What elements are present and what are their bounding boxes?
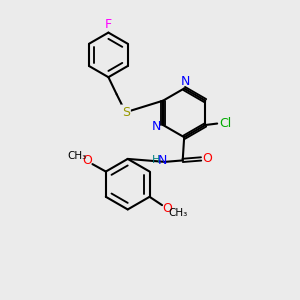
Text: Cl: Cl <box>219 117 232 130</box>
Text: N: N <box>152 120 161 133</box>
Text: O: O <box>203 152 213 165</box>
Text: S: S <box>122 106 130 119</box>
Text: N: N <box>181 75 190 88</box>
Text: O: O <box>82 154 92 167</box>
Text: H: H <box>152 155 160 165</box>
Text: O: O <box>163 202 172 215</box>
Text: CH₃: CH₃ <box>68 151 87 161</box>
Text: N: N <box>158 154 167 166</box>
Text: CH₃: CH₃ <box>168 208 187 218</box>
Text: F: F <box>105 18 112 31</box>
